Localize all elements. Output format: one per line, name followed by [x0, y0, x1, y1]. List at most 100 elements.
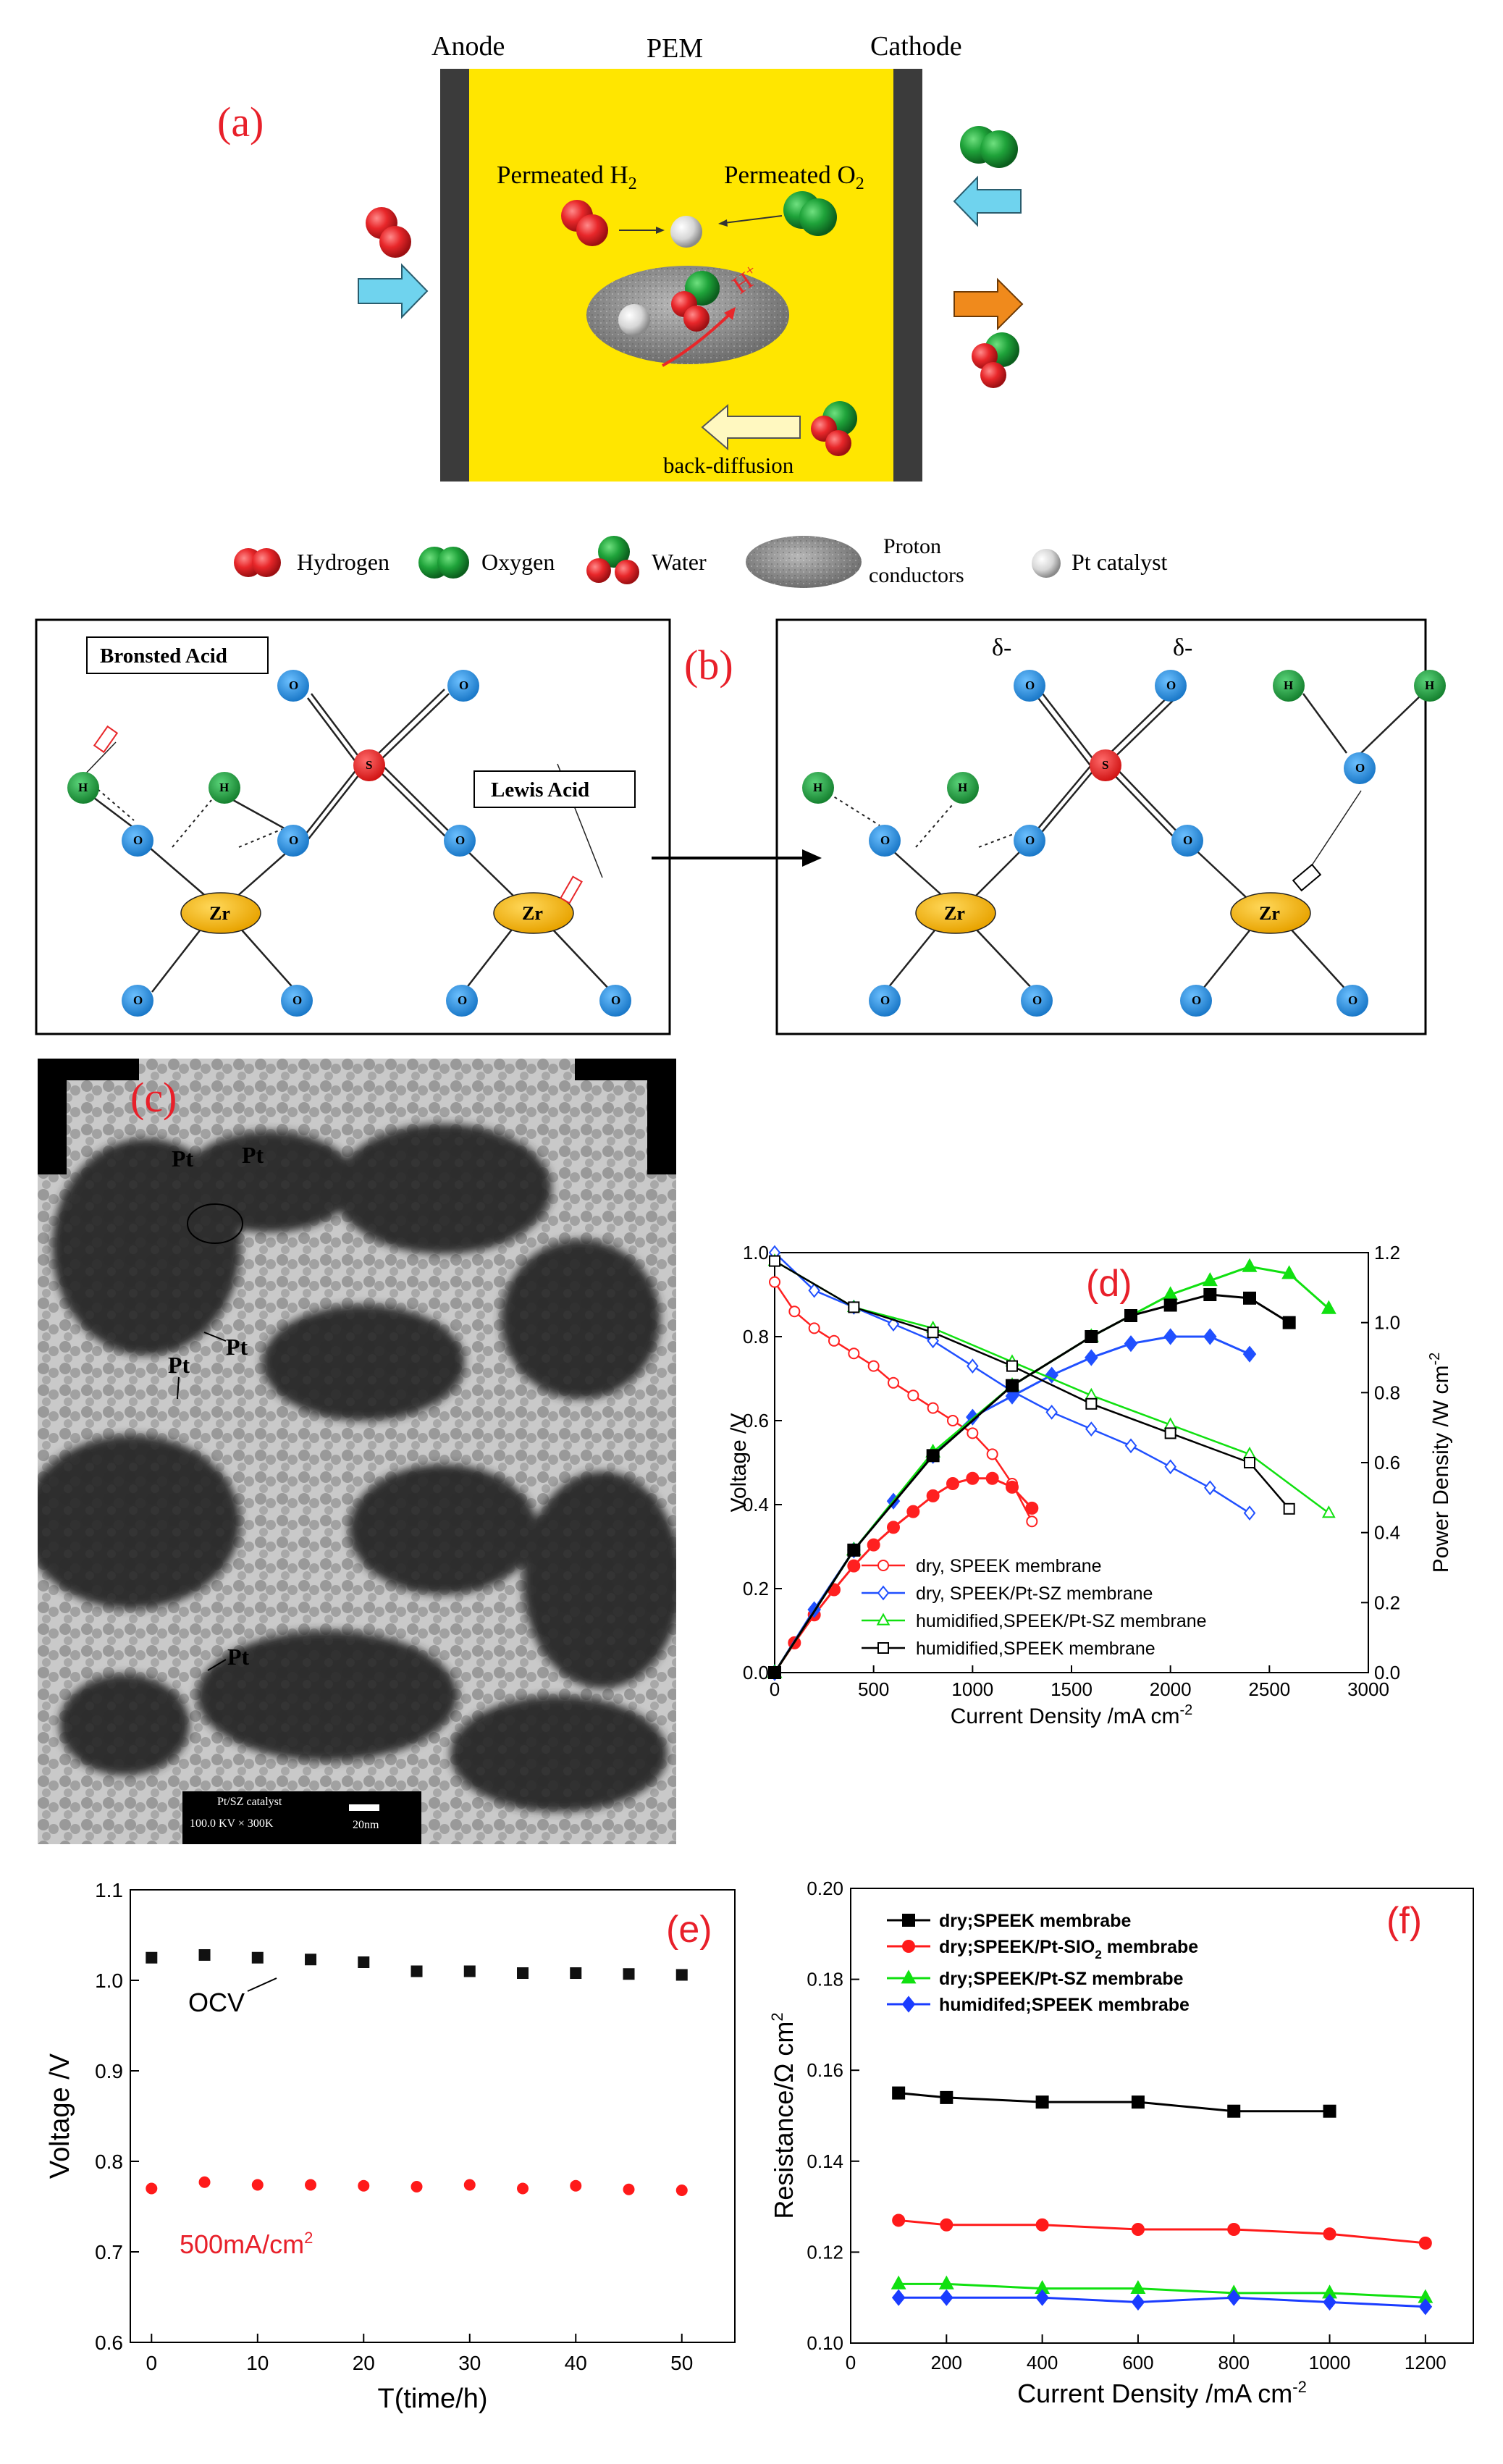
data-point [940, 2090, 953, 2104]
data-point [892, 2213, 906, 2227]
legend-marker [877, 1560, 889, 1571]
power-point [1006, 1379, 1019, 1392]
back-diffusion-arrow [701, 403, 801, 451]
legend-pt: Pt catalyst [1072, 549, 1168, 575]
voltage-point [927, 1326, 939, 1339]
power-point [1321, 1300, 1336, 1314]
chart-d-polarization: 0 500 1000 1500 2000 2500 30000.00.20.40.60.81… [727, 1242, 1453, 1728]
y2-tick-label: 0.2 [1374, 1591, 1400, 1613]
data-point [1130, 2279, 1146, 2295]
power-point [847, 1559, 861, 1573]
power-point [768, 1666, 781, 1679]
pt-label-5: Pt [227, 1644, 250, 1670]
voltage-point [867, 1360, 880, 1372]
legend-marker [902, 1940, 915, 1953]
oxygen-inlet-arrow [953, 175, 1022, 227]
legend-label: dry;SPEEK/Pt-SZ membrabe [939, 1969, 1184, 1989]
data-point [1226, 2289, 1241, 2306]
legend-marker [901, 1969, 917, 1984]
data-point [623, 1968, 635, 1980]
data-point [146, 1951, 158, 1964]
data-point [146, 2182, 158, 2195]
anode-electrode [440, 69, 469, 482]
data-point [305, 2179, 317, 2191]
data-point [1418, 2236, 1432, 2250]
series-line [898, 2219, 1426, 2245]
data-point [517, 1967, 529, 1979]
cathode-electrode [893, 69, 922, 482]
y2-tick-label: 0.0 [1374, 1662, 1400, 1683]
power-point [946, 1477, 959, 1490]
pt-label-4: Pt [168, 1352, 190, 1378]
data-point [251, 2179, 264, 2191]
power-line [773, 1293, 1290, 1673]
legend-label: dry;SPEEK/Pt-SIO2 membrabe [939, 1937, 1198, 1961]
voltage-point [788, 1305, 801, 1318]
chart-d-title: (d) [1086, 1263, 1132, 1305]
legend-label-sub: 2 [1095, 1948, 1101, 1961]
data-point [198, 2176, 211, 2188]
power-point [1203, 1288, 1217, 1301]
plot-frame [130, 1889, 736, 2343]
data-point [463, 2179, 476, 2191]
voltage-point [1006, 1360, 1018, 1372]
y-tick-label: 1.1 [95, 1879, 123, 1901]
data-point [892, 2086, 906, 2100]
legend-marker [877, 1642, 889, 1654]
legend-label: humidifed;SPEEK membrabe [939, 1995, 1190, 2015]
scalebar-caption-1: Pt/SZ catalyst [217, 1796, 282, 1808]
pt-label-3: Pt [226, 1334, 248, 1360]
data-point [1035, 2218, 1049, 2232]
legend-marker [876, 1612, 891, 1626]
power-point [1045, 1366, 1058, 1384]
panel-a: (a) Anode PEM Cathode Permeated H2 Perme… [0, 0, 1503, 601]
y-tick-label: 1.0 [95, 1969, 123, 1992]
y-tick-label: 0.6 [95, 2331, 123, 2354]
x-tick-label: 200 [931, 2352, 962, 2373]
x-axis-label: Current Density /mA cm-2 [1017, 2378, 1307, 2408]
power-point [1281, 1265, 1297, 1279]
y-axis-label: Voltage /V [45, 2053, 75, 2179]
data-point [1131, 2095, 1145, 2109]
x-tick-label: 20 [353, 2352, 375, 2374]
x-tick-label: 30 [458, 2352, 481, 2374]
voltage-point [1124, 1438, 1137, 1454]
power-point [1242, 1345, 1257, 1363]
voltage-point [1085, 1421, 1098, 1437]
data-point [570, 2179, 582, 2192]
x-tick-label: 2500 [1248, 1678, 1290, 1700]
series-line [898, 2282, 1426, 2299]
x-axis-label-sup: -2 [1292, 2378, 1307, 2396]
data-point [1323, 2227, 1336, 2241]
y-tick-label: 0.12 [807, 2241, 843, 2263]
x-tick-label: 1000 [1309, 2352, 1351, 2373]
y2-tick-label: 0.8 [1374, 1382, 1400, 1403]
data-point [891, 2275, 906, 2289]
data-point [940, 2289, 953, 2306]
lewis-acid-label: Lewis Acid [491, 778, 590, 802]
panel-a-letter: (a) [217, 98, 264, 146]
permeated-o2-label: Permeated O2 [724, 161, 864, 193]
power-point [1085, 1349, 1098, 1366]
voltage-point [1283, 1502, 1295, 1515]
legend-water: Water [652, 549, 707, 575]
panel-c-letter: (c) [130, 1074, 177, 1121]
series-line [898, 2092, 1330, 2113]
power-point [847, 1543, 861, 1557]
data-point [1131, 2293, 1145, 2311]
voltage-point [927, 1402, 939, 1414]
legend-label: humidified,SPEEK membrane [916, 1639, 1155, 1659]
voltage-point [769, 1255, 780, 1267]
y-tick-label: 0.8 [95, 2150, 123, 2173]
power-point [867, 1538, 880, 1552]
power-point [906, 1505, 920, 1518]
ocv-pointer [247, 1977, 277, 1992]
anode-label: Anode [431, 31, 505, 62]
x-tick-label: 10 [246, 2352, 269, 2374]
power-point [1006, 1480, 1019, 1494]
pt-catalyst-top [670, 216, 702, 248]
legend-marker [901, 1996, 916, 2013]
voltage-point [848, 1347, 860, 1360]
data-point [358, 2179, 370, 2192]
power-point [1282, 1316, 1296, 1329]
